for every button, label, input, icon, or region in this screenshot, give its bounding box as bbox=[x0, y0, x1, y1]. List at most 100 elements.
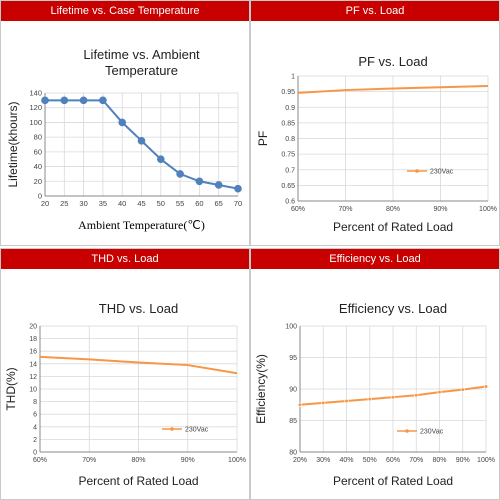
x-tick-label: 60% bbox=[386, 457, 400, 464]
x-tick-label: 25 bbox=[60, 199, 68, 208]
y-tick-label: 10 bbox=[29, 387, 37, 394]
y-tick-label: 1 bbox=[291, 74, 295, 81]
data-point bbox=[195, 177, 204, 186]
x-tick-label: 80% bbox=[131, 457, 145, 464]
y-tick-label: 120 bbox=[29, 103, 42, 112]
y-axis-label: PF bbox=[256, 131, 270, 146]
data-point bbox=[414, 393, 419, 398]
y-tick-label: 2 bbox=[33, 437, 37, 444]
data-point bbox=[460, 387, 465, 392]
x-tick-label: 60% bbox=[291, 206, 305, 213]
x-tick-label: 90% bbox=[181, 457, 195, 464]
x-tick-label: 70% bbox=[409, 457, 423, 464]
x-tick-label: 20 bbox=[41, 199, 49, 208]
y-tick-label: 4 bbox=[33, 424, 37, 431]
y-tick-label: 95 bbox=[289, 355, 297, 362]
data-point bbox=[41, 96, 49, 105]
panel-pf: PF vs. Load PF vs. Load 0.6 0.65 0.7 0.75 0.8… bbox=[250, 0, 500, 246]
y-axis-label: THD(%) bbox=[4, 367, 18, 410]
y-tick-label: 16 bbox=[29, 349, 37, 356]
x-axis-label: Percent of Rated Load bbox=[333, 220, 453, 234]
panel-lifetime: Lifetime vs. Case Temperature Lifetime v… bbox=[0, 0, 250, 246]
data-point bbox=[344, 398, 349, 404]
data-point bbox=[118, 118, 126, 127]
legend-label: 230Vac bbox=[185, 427, 209, 434]
panel-efficiency: Efficiency vs. Load Efficiency vs. Load 8… bbox=[250, 248, 500, 500]
x-tick-label: 50 bbox=[157, 199, 165, 208]
chart-pf: PF vs. Load 0.6 0.65 0.7 0.75 0.8 0.85 0.9 0.95 1… bbox=[256, 54, 497, 234]
y-tick-label: 8 bbox=[33, 399, 37, 406]
x-tick-label: 45 bbox=[137, 199, 145, 208]
chart-efficiency: Efficiency vs. Load 80 85 90 95 100 20% 30% 40% 5… bbox=[254, 301, 495, 488]
panel-header: PF vs. Load bbox=[251, 1, 499, 21]
x-tick-label: 70% bbox=[338, 206, 352, 213]
y-tick-label: 80 bbox=[34, 133, 42, 142]
x-axis-label: Percent of Rated Load bbox=[333, 474, 453, 488]
x-tick-label: 80% bbox=[386, 206, 400, 213]
series-line bbox=[297, 85, 489, 94]
x-tick-label: 80% bbox=[432, 457, 446, 464]
data-point bbox=[176, 170, 184, 178]
x-tick-label: 40 bbox=[118, 199, 126, 208]
legend-label: 230Vac bbox=[430, 169, 454, 176]
y-tick-label: 0.85 bbox=[281, 120, 295, 127]
y-tick-label: 0.95 bbox=[281, 89, 295, 96]
x-axis-label: Percent of Rated Load bbox=[78, 474, 198, 488]
x-tick-label: 60% bbox=[33, 457, 47, 464]
y-tick-label: 0.8 bbox=[285, 136, 295, 143]
y-tick-label: 14 bbox=[29, 361, 37, 368]
panel-header: THD vs. Load bbox=[1, 249, 249, 269]
y-tick-label: 90 bbox=[289, 387, 297, 394]
legend-marker bbox=[415, 169, 419, 173]
chart-lifetime: Lifetime vs. AmbientTemperature020406080… bbox=[6, 47, 242, 232]
chart-title: Lifetime vs. Ambient bbox=[83, 47, 200, 62]
y-tick-label: 100 bbox=[29, 118, 42, 127]
x-tick-label: 65 bbox=[215, 199, 223, 208]
y-tick-label: 80 bbox=[289, 450, 297, 457]
y-tick-label: 60 bbox=[34, 147, 42, 156]
y-tick-label: 0.6 bbox=[285, 199, 295, 206]
data-point bbox=[483, 384, 489, 389]
x-tick-label: 55 bbox=[176, 199, 184, 208]
x-tick-label: 70% bbox=[82, 457, 96, 464]
legend-marker bbox=[405, 429, 409, 433]
data-point bbox=[437, 390, 442, 395]
data-point bbox=[79, 96, 88, 105]
y-tick-label: 0.9 bbox=[285, 105, 295, 112]
y-tick-label: 100 bbox=[285, 324, 297, 331]
x-tick-label: 70 bbox=[234, 199, 242, 208]
y-tick-label: 40 bbox=[34, 162, 42, 171]
data-point bbox=[390, 395, 396, 400]
y-tick-label: 85 bbox=[289, 418, 297, 425]
data-point bbox=[99, 96, 107, 105]
data-point bbox=[321, 400, 326, 405]
x-tick-label: 100% bbox=[477, 457, 495, 464]
x-tick-label: 30% bbox=[316, 457, 330, 464]
data-point bbox=[367, 396, 372, 402]
data-point bbox=[214, 181, 223, 189]
y-tick-label: 0.65 bbox=[281, 183, 295, 190]
y-tick-label: 0.75 bbox=[281, 152, 295, 159]
y-tick-label: 18 bbox=[29, 336, 37, 343]
series-line bbox=[39, 355, 238, 375]
x-tick-label: 20% bbox=[293, 457, 307, 464]
legend-label: 230Vac bbox=[420, 429, 444, 436]
data-point bbox=[137, 137, 146, 145]
y-axis-label: Efficiency(%) bbox=[254, 354, 268, 424]
chart-title: Efficiency vs. Load bbox=[339, 301, 447, 316]
data-point bbox=[157, 155, 165, 164]
legend-marker bbox=[170, 427, 174, 431]
chart-title: PF vs. Load bbox=[358, 54, 427, 69]
y-tick-label: 140 bbox=[29, 89, 42, 98]
x-axis-label: Ambient Temperature(℃) bbox=[78, 218, 205, 232]
chart-title: Temperature bbox=[105, 63, 178, 78]
x-tick-label: 30 bbox=[79, 199, 87, 208]
y-tick-label: 0.7 bbox=[285, 167, 295, 174]
panel-header: Lifetime vs. Case Temperature bbox=[1, 1, 249, 21]
x-tick-label: 100% bbox=[479, 206, 497, 213]
chart-title: THD vs. Load bbox=[99, 301, 178, 316]
x-tick-label: 35 bbox=[99, 199, 107, 208]
data-point bbox=[60, 96, 69, 105]
x-tick-label: 90% bbox=[433, 206, 447, 213]
